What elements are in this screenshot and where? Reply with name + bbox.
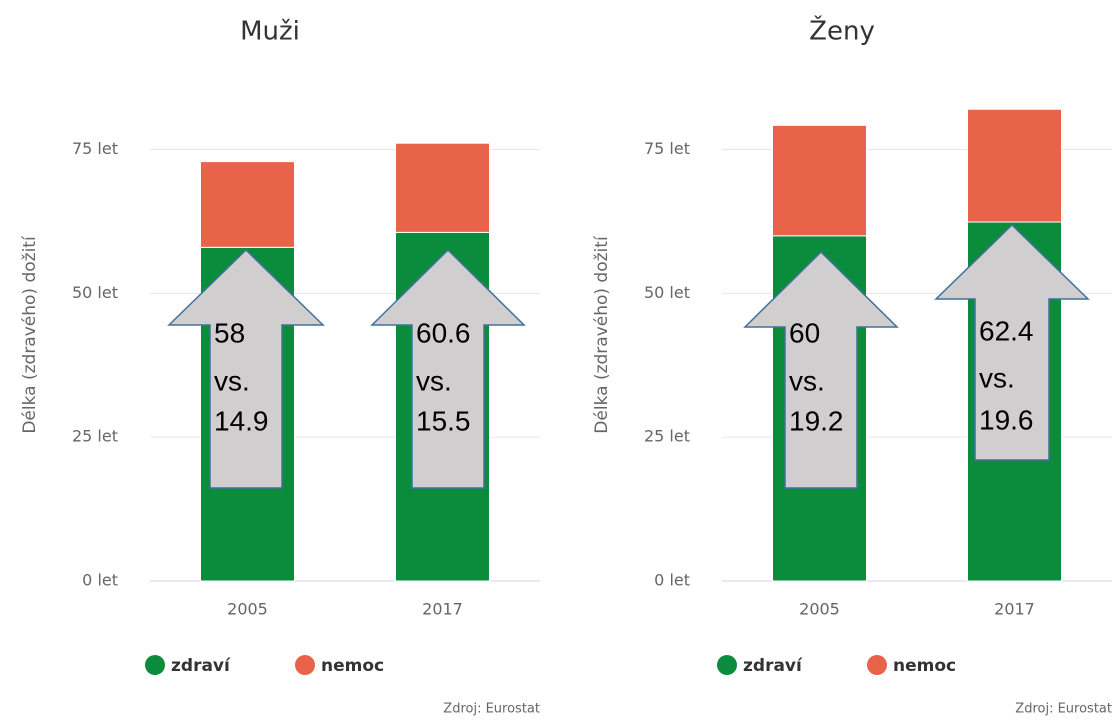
- annotation-text: 60: [789, 317, 820, 348]
- source: Zdroj: Eurostat: [443, 702, 540, 717]
- annotation-text: 19.6: [979, 404, 1034, 435]
- legend-swatch: [717, 655, 737, 675]
- legend-swatch: [145, 655, 165, 675]
- bar-segment: [967, 108, 1062, 223]
- annotation-text: 58: [214, 317, 245, 348]
- legend-swatch: [295, 655, 315, 675]
- annotation-text: vs.: [789, 365, 825, 396]
- x-tick-label: 2005: [227, 600, 268, 619]
- annotation-arrow: [743, 250, 899, 489]
- legend-label: zdraví: [743, 656, 803, 676]
- annotation-text: 60.6: [416, 317, 471, 348]
- y-tick-label: 0 let: [654, 571, 690, 590]
- x-tick-label: 2017: [422, 600, 463, 619]
- annotation-arrow: [370, 248, 526, 489]
- annotation-text: 15.5: [416, 405, 471, 436]
- x-tick-label: 2005: [799, 600, 840, 619]
- y-tick-label: 25 let: [72, 427, 118, 446]
- y-tick-label: 75 let: [72, 139, 118, 158]
- bar-segment: [395, 142, 490, 233]
- legend-label: nemoc: [321, 656, 384, 676]
- y-tick-label: 0 let: [82, 571, 118, 590]
- annotation-text: 14.9: [214, 405, 269, 436]
- x-tick-label: 2017: [994, 600, 1035, 619]
- annotation-text: 19.2: [789, 405, 844, 436]
- y-tick-label: 50 let: [644, 283, 690, 302]
- y-tick-label: 50 let: [72, 283, 118, 302]
- legend-label: nemoc: [893, 656, 956, 676]
- y-axis-label: Délka (zdravého) dožití: [20, 235, 40, 434]
- source: Zdroj: Eurostat: [1015, 702, 1112, 717]
- chart-title: Ženy: [809, 15, 875, 47]
- legend-label: zdraví: [171, 656, 231, 676]
- y-tick-label: 75 let: [644, 139, 690, 158]
- bar-segment: [200, 161, 295, 248]
- chart-title: Muži: [240, 17, 300, 47]
- annotation-text: 62.4: [979, 315, 1034, 346]
- annotation-text: vs.: [416, 365, 452, 396]
- legend-swatch: [867, 655, 887, 675]
- annotation-text: vs.: [979, 362, 1015, 393]
- y-tick-label: 25 let: [644, 427, 690, 446]
- y-axis-label: Délka (zdravého) dožití: [592, 235, 612, 434]
- annotation-arrow: [167, 248, 325, 489]
- annotation-arrow: [934, 223, 1090, 461]
- annotation-text: vs.: [214, 365, 250, 396]
- bar-segment: [772, 124, 867, 237]
